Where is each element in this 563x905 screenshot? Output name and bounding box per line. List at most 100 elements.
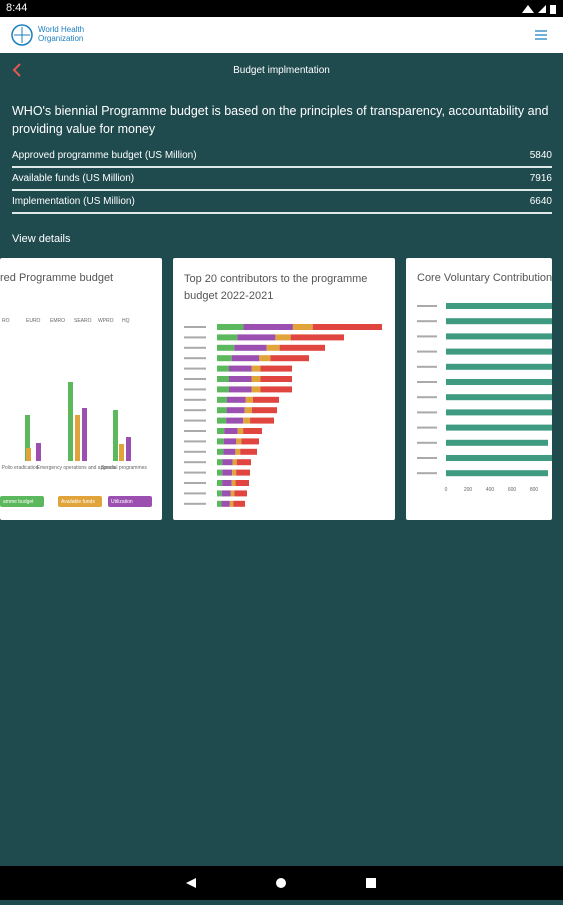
card-chart: 0 200 400 600 800 [417,303,552,493]
label-thumb [417,472,437,475]
bar-thumb [68,382,73,461]
bar-thumb [231,480,236,486]
logo-text: World Health [38,25,85,34]
bar-thumb [222,480,232,486]
bar-thumb [260,365,292,372]
bar-thumb [26,448,31,461]
bar-thumb [446,333,552,340]
row-label: Approved programme budget (US Million) [12,149,197,161]
bar-thumb [223,438,237,445]
label-thumb [417,396,437,399]
bar-thumb [25,415,30,461]
recent-nav[interactable] [366,878,376,888]
label-thumb [184,357,206,360]
bar-thumb [217,396,227,403]
bar-thumb [235,448,241,455]
bar-thumb [244,407,252,414]
bar-thumb [229,376,252,382]
x-tick-label: 800 [530,487,539,493]
logo-text: Organization [38,34,84,43]
home-nav[interactable] [276,878,286,888]
bar-thumb [217,376,229,382]
chart-card[interactable]: red Programme budget RO EURO EMRO SEARO WPRO… [0,258,162,520]
status-icons [522,5,556,14]
app-header: World Health Organization [0,17,563,53]
bar-thumb [217,448,224,455]
category-label: Emergency operations and appeals [37,465,116,471]
bar-thumb [234,490,247,497]
bar-thumb [229,500,234,507]
bar-thumb [251,407,277,414]
bar-thumb [236,469,250,476]
bar-thumb [119,444,124,461]
bar-thumb [231,355,260,362]
view-details: View details [12,233,71,245]
label-thumb [417,411,437,414]
bar-thumb [217,334,238,341]
bar-thumb [217,386,229,393]
label-thumb [184,430,206,432]
summary-row: Available funds (US Million) 7916 [12,167,552,191]
tab: WPRO [98,318,114,324]
label-thumb [417,457,437,459]
legend-chip [0,496,44,507]
row-value: 5840 [529,149,552,161]
bar-thumb [75,415,80,461]
bar-thumb [446,394,552,401]
bar-thumb [240,448,257,455]
bar-thumb [446,348,552,355]
bar-thumb [217,500,222,507]
bar-thumb [446,363,552,370]
label-thumb [184,346,206,349]
time: 8:44 [6,2,28,14]
bar-thumb [217,365,229,372]
bar-thumb [237,428,244,434]
label-thumb [417,426,437,429]
legend-chip [58,496,102,507]
bar-thumb [217,459,223,466]
bar-thumb [223,448,236,455]
label-thumb [184,471,206,474]
summary-row: Implementation (US Million) 6640 [12,190,552,214]
row-label: Available funds (US Million) [12,172,135,184]
bar-thumb [222,469,233,476]
card-title: Core Voluntary Contribution [417,272,552,284]
bar-thumb [226,417,244,424]
menu-button[interactable] [534,29,548,41]
label-thumb [184,492,206,495]
label-thumb [184,419,206,422]
label-thumb [184,450,206,453]
label-thumb [417,350,437,353]
bar-thumb [217,324,244,330]
status-bar: 8:44 [0,0,563,17]
bar-thumb [251,365,261,372]
bar-thumb [230,490,235,497]
bar-thumb [236,459,251,466]
bar-thumb [270,355,309,362]
chart-card[interactable]: Top 20 contributors to the programme bud… [173,258,395,520]
card-title: red Programme budget [0,272,114,284]
bar-thumb [279,344,325,351]
label-thumb [184,409,206,412]
label-thumb [417,365,437,368]
legend-label: amme budget [3,499,34,505]
label-thumb [417,320,437,323]
row-label: Implementation (US Million) [12,195,135,207]
back-button[interactable] [10,62,24,78]
category-label: Polio eradication [2,465,39,471]
bar-thumb [232,469,237,476]
category-label: Special programmes [101,465,147,471]
legend-label: Available funds [61,499,95,505]
description: WHO's biennial Programme budget is based… [12,104,549,136]
bar-thumb [229,365,252,372]
tab: SEARO [74,318,92,324]
bar-thumb [226,396,246,403]
chart-card[interactable]: Core Voluntary Contribution 0 200 400 600 80… [406,258,552,520]
bar-thumb [446,303,552,309]
bar-thumb [234,344,267,351]
bar-thumb [233,500,245,507]
back-nav[interactable] [186,878,196,888]
bar-thumb [243,417,251,424]
bar-thumb [217,417,227,424]
card-chart [184,324,382,507]
